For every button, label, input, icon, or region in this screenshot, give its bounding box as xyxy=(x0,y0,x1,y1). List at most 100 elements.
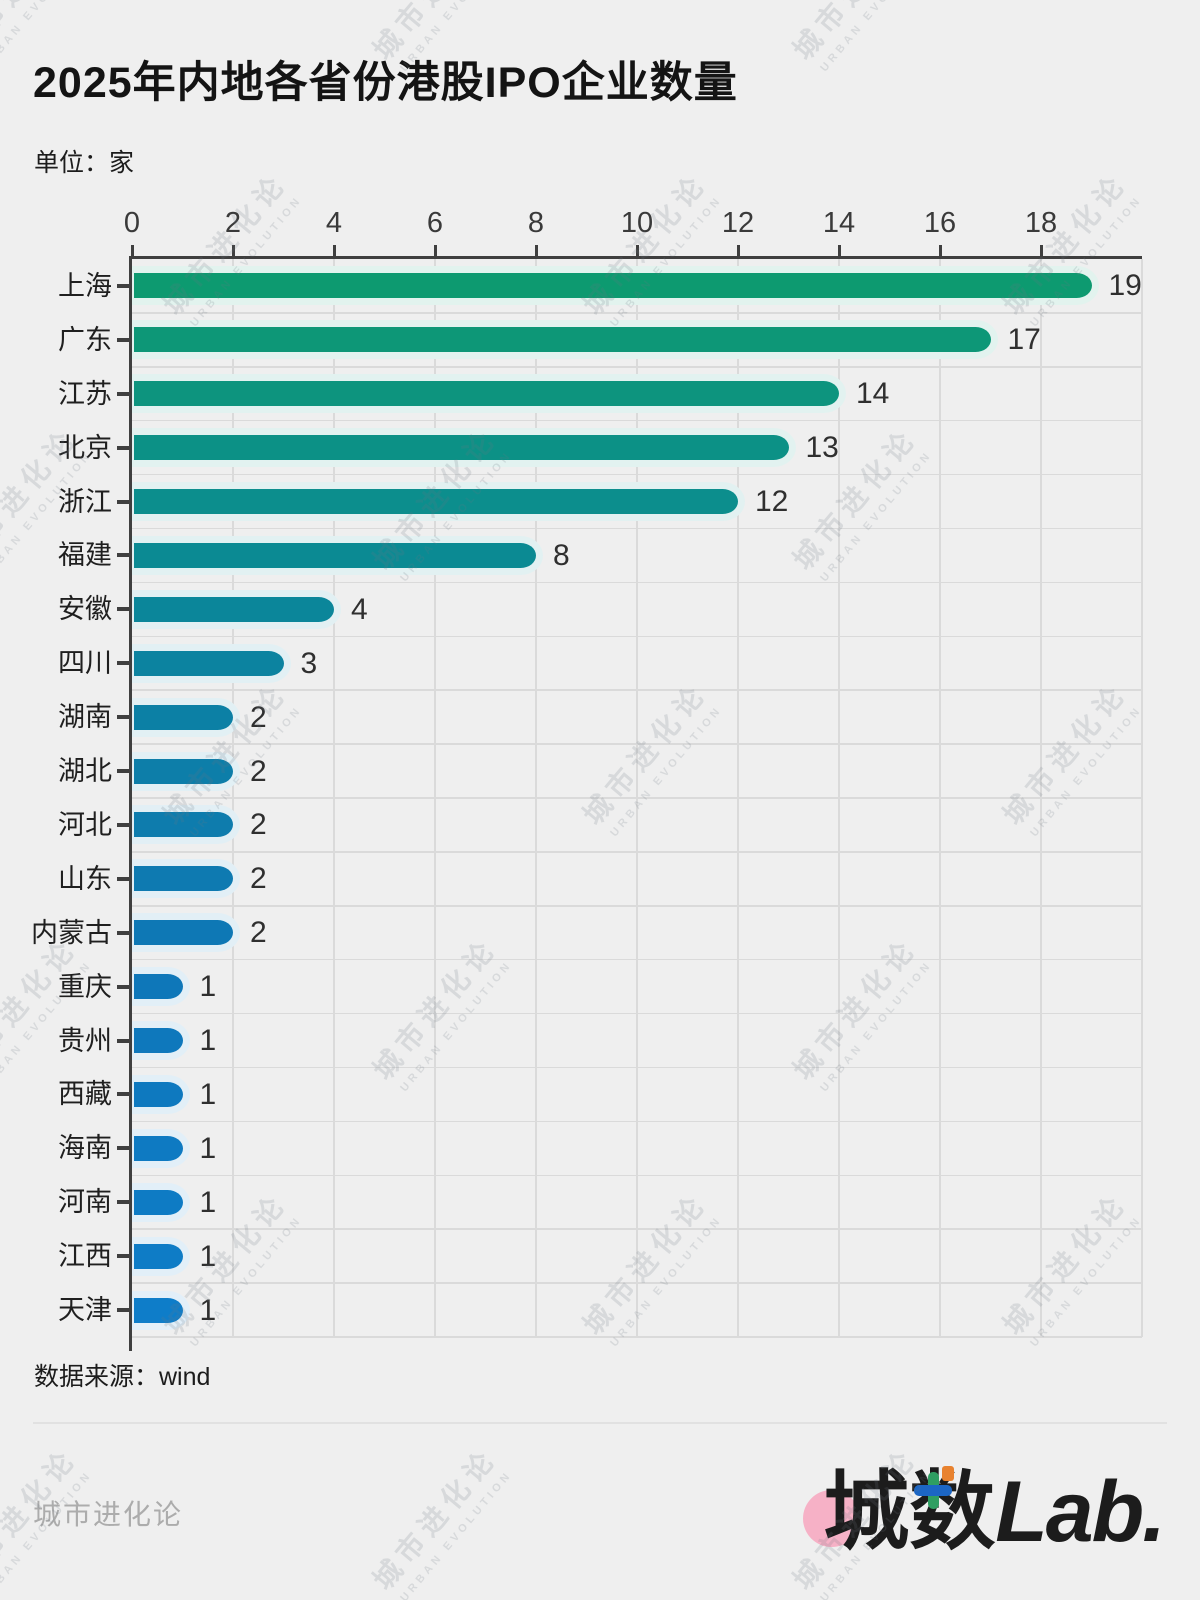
bar xyxy=(134,758,233,784)
category-label: 江西 xyxy=(58,1241,112,1272)
bar-row-band: 1 xyxy=(132,1014,1142,1068)
logo-lab-text: Lab. xyxy=(995,1464,1166,1560)
x-axis-tick-mark xyxy=(736,245,740,256)
page-title: 2025年内地各省份港股IPO企业数量 xyxy=(33,59,738,107)
category-label: 浙江 xyxy=(58,486,112,517)
bar-value-label: 1 xyxy=(199,1077,217,1111)
bar-row-band: 2 xyxy=(132,744,1142,798)
category-tick-mark xyxy=(117,1146,130,1151)
bar-row-band: 1 xyxy=(132,1068,1142,1122)
category-tick-mark xyxy=(117,337,130,342)
horizontal-gridline xyxy=(132,473,1142,476)
horizontal-gridline xyxy=(132,1174,1142,1177)
horizontal-gridline xyxy=(132,366,1142,368)
bar-value-label: 8 xyxy=(553,538,570,572)
bar-value-label: 1 xyxy=(199,1131,217,1165)
horizontal-gridline xyxy=(132,851,1142,853)
bar xyxy=(134,327,991,353)
brand-logo: 城 数 Lab. xyxy=(803,1450,1166,1562)
horizontal-gridline xyxy=(132,1282,1142,1284)
bar-row-band: 17 xyxy=(132,313,1142,367)
x-axis-tick-label: 12 xyxy=(721,207,755,239)
category-tick-mark xyxy=(117,769,130,774)
category-label: 贵州 xyxy=(58,1025,112,1056)
bar-row-band: 1 xyxy=(132,960,1142,1014)
category-tick-mark xyxy=(117,391,130,396)
category-tick-mark xyxy=(117,984,130,989)
horizontal-gridline xyxy=(132,581,1142,584)
logo-accent-blue-bar-icon xyxy=(914,1485,953,1496)
bar-value-label: 14 xyxy=(856,377,890,411)
logo-pink-circle-icon xyxy=(803,1490,861,1547)
category-tick-mark xyxy=(117,1254,130,1259)
category-label: 西藏 xyxy=(58,1079,112,1110)
horizontal-gridline xyxy=(132,797,1142,799)
horizontal-gridline xyxy=(132,689,1142,691)
horizontal-gridline xyxy=(132,958,1142,961)
category-tick-mark xyxy=(117,445,130,450)
x-axis-tick-mark xyxy=(837,245,841,256)
category-tick-mark xyxy=(117,715,130,720)
category-tick-mark xyxy=(117,1308,130,1313)
bar-row-band: 14 xyxy=(132,367,1142,421)
bar-value-label: 2 xyxy=(250,700,267,734)
bar-row-band: 3 xyxy=(132,636,1142,690)
bar-row-band: 2 xyxy=(132,852,1142,906)
logo-char-cheng: 城 xyxy=(823,1464,910,1560)
category-label: 重庆 xyxy=(58,971,112,1002)
x-axis-tick-label: 18 xyxy=(1024,207,1058,239)
category-label: 安徽 xyxy=(58,594,112,625)
bar-value-label: 1 xyxy=(199,1024,217,1058)
category-label: 河南 xyxy=(58,1187,112,1218)
bar-value-label: 1 xyxy=(199,1185,217,1219)
category-label: 四川 xyxy=(58,648,112,679)
x-axis-tick-label: 6 xyxy=(426,207,444,239)
horizontal-gridline xyxy=(132,1336,1142,1338)
bar xyxy=(134,435,789,461)
x-axis-tick-mark xyxy=(635,245,639,256)
bar-value-label: 2 xyxy=(250,754,267,788)
logo-accent-orange-block-icon xyxy=(942,1466,955,1481)
x-axis-tick-mark xyxy=(231,245,235,256)
bar-value-label: 3 xyxy=(300,646,318,680)
data-source: 数据来源：wind xyxy=(34,1363,211,1391)
category-tick-mark xyxy=(117,876,130,881)
category-tick-mark xyxy=(117,661,130,666)
bar xyxy=(134,866,233,892)
unit-label: 单位：家 xyxy=(34,149,135,177)
x-axis-tick-mark xyxy=(332,245,336,256)
category-tick-mark xyxy=(117,553,130,558)
bar-value-label: 1 xyxy=(199,970,217,1004)
category-label: 湖南 xyxy=(58,702,112,733)
horizontal-gridline xyxy=(132,1066,1142,1069)
bar xyxy=(134,650,284,676)
bar xyxy=(134,974,183,1000)
horizontal-gridline xyxy=(132,527,1142,530)
bar xyxy=(134,1028,183,1054)
bar-value-label: 4 xyxy=(351,592,368,626)
bar-row-band: 1 xyxy=(132,1121,1142,1175)
bar xyxy=(134,1243,183,1269)
horizontal-gridline xyxy=(132,1228,1142,1230)
x-axis-tick-label: 16 xyxy=(923,207,957,239)
footer-brand-text: 城市进化论 xyxy=(33,1499,184,1530)
horizontal-gridline xyxy=(132,1120,1142,1123)
x-axis-tick-label: 8 xyxy=(527,207,545,239)
bar-row-band: 1 xyxy=(132,1283,1142,1337)
bar xyxy=(134,1189,183,1215)
x-axis-tick-label: 2 xyxy=(224,207,242,239)
bar xyxy=(134,1135,183,1161)
bar-row-band: 12 xyxy=(132,475,1142,529)
horizontal-gridline xyxy=(132,1012,1142,1015)
horizontal-gridline xyxy=(132,905,1142,907)
category-label: 湖北 xyxy=(58,756,112,787)
logo-char-shu-wrap: 数 xyxy=(909,1462,995,1562)
bar-value-label: 1 xyxy=(199,1293,217,1327)
bar xyxy=(134,920,233,946)
bar-value-label: 13 xyxy=(805,431,839,465)
bar xyxy=(134,381,839,407)
x-axis-tick-mark xyxy=(433,245,437,256)
x-axis-line xyxy=(129,256,1142,259)
bar-row-band: 8 xyxy=(132,529,1142,583)
